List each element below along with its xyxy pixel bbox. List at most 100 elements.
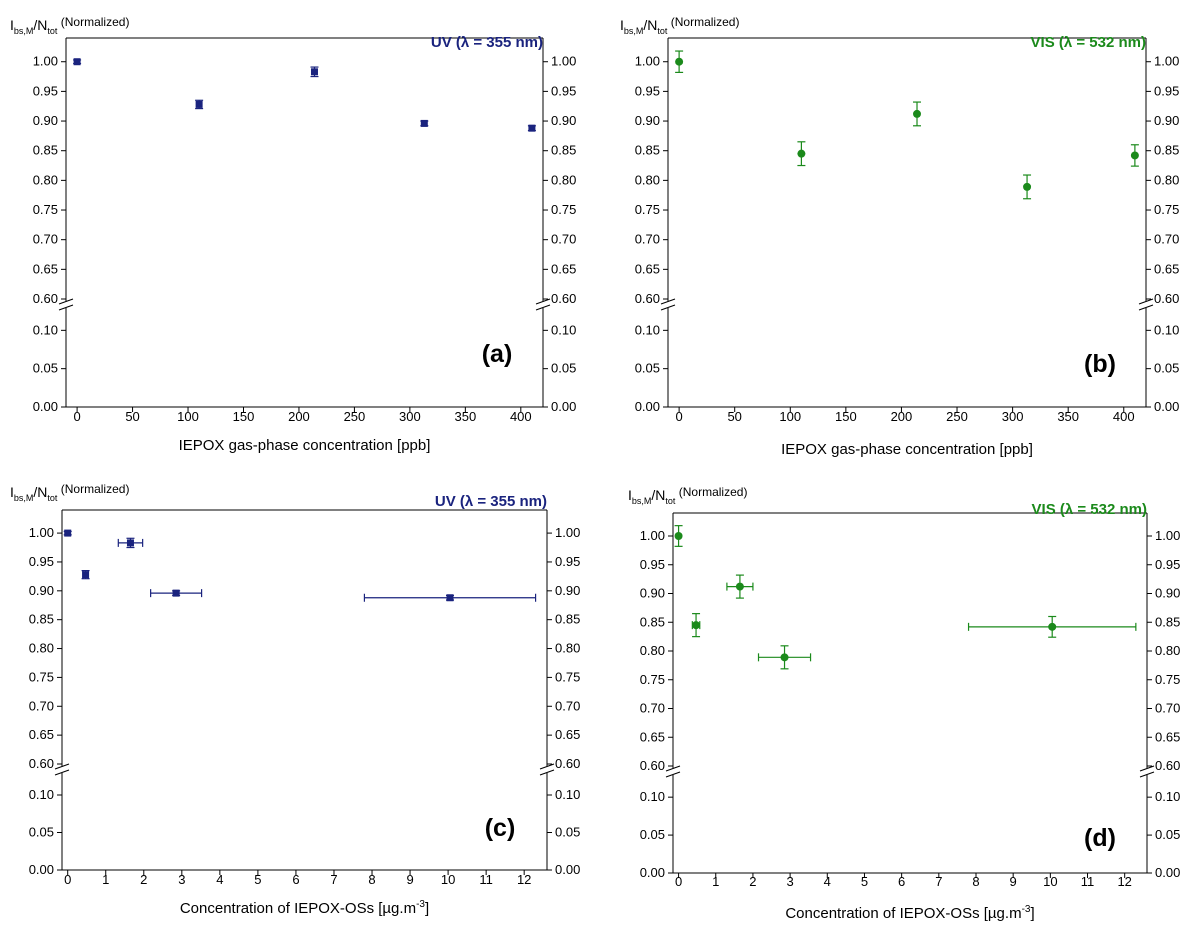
axis-break-gap [55, 767, 69, 773]
y-axis-label-part: /N [643, 17, 657, 33]
axis-break-mark [539, 769, 555, 776]
x-tick-label: 50 [125, 409, 139, 424]
data-point [913, 101, 922, 127]
y-axis-label-part: (Normalized) [667, 15, 739, 29]
y-tick-label-right: 0.00 [551, 399, 576, 414]
y-tick-label: 0.65 [635, 261, 660, 276]
x-axis-title-sup: -3 [1022, 904, 1031, 915]
y-axis-label: Ibs,M/Ntot (Normalized) [10, 482, 129, 503]
x-axis-title-text: Concentration of IEPOX-OSs [µg.m [180, 900, 416, 917]
y-tick-label: 0.05 [635, 361, 660, 376]
x-tick-label: 0 [675, 874, 682, 889]
y-tick-label-right: 0.00 [555, 862, 580, 877]
data-marker [675, 57, 684, 66]
data-point [73, 58, 82, 66]
y-tick-label: 0.75 [29, 669, 54, 684]
y-tick-label: 0.05 [640, 827, 665, 842]
y-tick-label-right: 0.65 [1155, 729, 1180, 744]
axis-break-gap [661, 302, 675, 308]
y-tick-label-right: 0.10 [555, 787, 580, 802]
y-tick-label-right: 0.70 [1155, 701, 1180, 716]
y-tick-label-right: 0.65 [1154, 261, 1179, 276]
y-axis-label-part: /N [33, 17, 47, 33]
data-marker [446, 594, 454, 602]
data-point [527, 124, 536, 132]
y-axis-label: Ibs,M/Ntot (Normalized) [620, 15, 739, 36]
x-tick-label: 150 [233, 409, 255, 424]
data-marker [126, 539, 134, 547]
x-tick-label: 7 [935, 874, 942, 889]
x-tick-label: 12 [517, 872, 531, 887]
y-axis-label-part: I [628, 487, 632, 503]
x-tick-label: 3 [178, 872, 185, 887]
y-tick-label: 0.75 [640, 672, 665, 687]
axis-break-gap [1140, 769, 1154, 775]
y-axis-label-part: (Normalized) [57, 15, 129, 29]
y-tick-label-right: 0.90 [551, 113, 576, 128]
y-tick-label-right: 0.90 [1155, 586, 1180, 601]
y-tick-label: 0.90 [29, 583, 54, 598]
data-point [150, 589, 203, 598]
y-tick-label-right: 0.80 [1155, 643, 1180, 658]
data-point [691, 613, 701, 638]
y-tick-label: 0.80 [29, 641, 54, 656]
y-tick-label-right: 0.00 [1154, 399, 1179, 414]
x-tick-label: 1 [712, 874, 719, 889]
data-point [1023, 174, 1032, 200]
panel-label: (c) [485, 814, 516, 842]
x-tick-label: 11 [479, 872, 493, 887]
x-tick-label: 4 [824, 874, 831, 889]
axis-break-mark [1139, 771, 1155, 778]
axis-break-gap [540, 767, 554, 773]
x-tick-label: 2 [140, 872, 147, 887]
y-tick-label-right: 0.75 [555, 669, 580, 684]
axis-break-mark [1139, 765, 1155, 772]
data-point [63, 529, 72, 537]
data-marker [82, 571, 90, 579]
data-marker [797, 149, 806, 158]
y-tick-label-right: 0.10 [551, 322, 576, 337]
y-tick-label: 0.10 [29, 787, 54, 802]
x-tick-label: 11 [1081, 874, 1095, 889]
axis-break-gap [536, 302, 550, 308]
x-axis-title-text: Concentration of IEPOX-OSs [µg.m [785, 905, 1021, 922]
axis-break-mark [1138, 298, 1154, 305]
wavelength-annotation: VIS (λ = 532 nm) [1032, 501, 1147, 518]
y-tick-label-right: 0.10 [1155, 789, 1180, 804]
y-tick-label-right: 1.00 [1155, 528, 1180, 543]
y-axis-label-part: tot [47, 26, 58, 36]
axis-break-gap [666, 769, 680, 775]
data-marker [310, 68, 318, 76]
x-tick-label: 4 [216, 872, 223, 887]
x-tick-label: 9 [406, 872, 413, 887]
y-tick-label-right: 0.05 [1154, 361, 1179, 376]
x-tick-label: 400 [1113, 409, 1135, 424]
x-tick-label: 10 [1043, 874, 1057, 889]
x-axis-title: IEPOX gas-phase concentration [ppb] [781, 441, 1033, 458]
axis-break-mark [54, 769, 70, 776]
y-tick-label-right: 0.95 [551, 83, 576, 98]
chart-panel-2: 0 50 100 150 200 250 300 350 400 0.00 0.00 0.05 0.05… [620, 15, 1179, 458]
x-tick-label: 250 [946, 409, 968, 424]
panel-label: (a) [482, 340, 513, 368]
axis-break-mark [660, 298, 676, 305]
y-axis-label: Ibs,M/Ntot (Normalized) [10, 15, 129, 36]
wavelength-annotation: UV (λ = 355 nm) [431, 34, 543, 51]
y-tick-label: 0.60 [33, 291, 58, 306]
x-axis-title-text: IEPOX gas-phase concentration [ppb] [179, 437, 431, 454]
y-axis-label: Ibs,M/Ntot (Normalized) [628, 485, 747, 506]
data-marker [73, 58, 81, 66]
axis-break-mark [535, 304, 551, 311]
y-tick-label: 0.65 [33, 261, 58, 276]
y-axis-label-part: bs,M [14, 26, 34, 36]
data-point [797, 141, 806, 167]
y-tick-label: 0.80 [33, 172, 58, 187]
axis-break-mark [1138, 304, 1154, 311]
y-tick-label-right: 0.80 [1154, 172, 1179, 187]
data-marker [735, 582, 744, 591]
x-axis-title-text: IEPOX gas-phase concentration [ppb] [781, 441, 1033, 458]
x-tick-label: 300 [1002, 409, 1024, 424]
y-tick-label: 0.95 [640, 557, 665, 572]
data-marker [1130, 151, 1139, 160]
